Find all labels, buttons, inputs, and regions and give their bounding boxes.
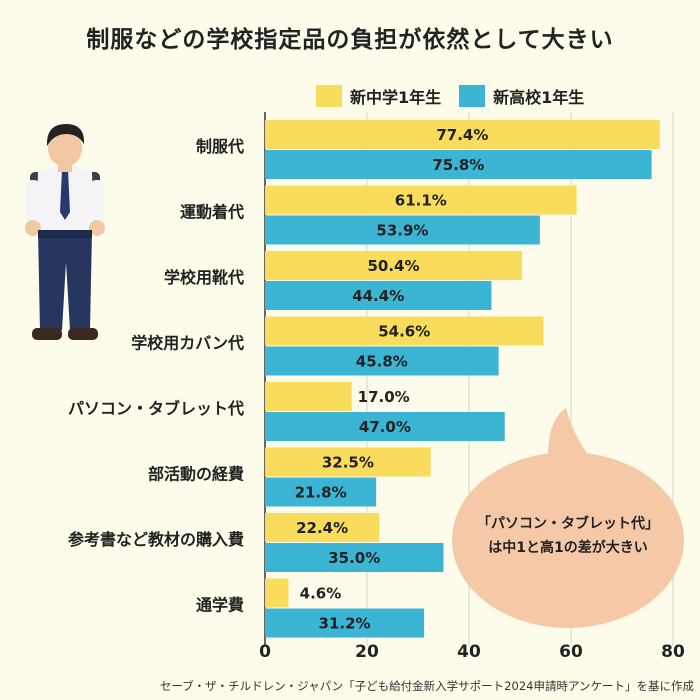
category-label: 学校用カバン代: [131, 334, 244, 353]
shoe-right: [68, 328, 98, 340]
data-label: 22.4%: [296, 519, 348, 537]
bar-junior: [265, 316, 544, 346]
data-label: 32.5%: [322, 454, 374, 472]
legend-swatch-senior: [459, 85, 486, 107]
hair: [46, 124, 85, 146]
labels: 0 20 40 60 80 制服代 77.4% 75.8% 運動着代 61.1% 53.9% 学校用靴…: [68, 126, 685, 662]
x-tick-label: 20: [355, 642, 379, 662]
x-tick-label: 80: [661, 642, 685, 662]
data-label: 31.2%: [319, 615, 371, 633]
bar-junior: [265, 382, 352, 411]
data-label: 53.9%: [376, 222, 428, 240]
bar-junior: [265, 185, 577, 215]
category-label: 学校用靴代: [164, 268, 244, 287]
bar-junior: [265, 447, 431, 477]
data-label: 47.0%: [359, 418, 411, 436]
bar-senior: [265, 281, 492, 310]
legend-item-senior: 新高校1年生: [459, 84, 584, 108]
category-label: パソコン・タブレット代: [68, 399, 244, 418]
data-label: 75.8%: [432, 156, 484, 174]
x-tick-label: 0: [259, 642, 271, 662]
legend-label-junior: 新中学1年生: [350, 88, 442, 107]
data-label: 4.6%: [300, 585, 342, 603]
bar-senior: [265, 412, 505, 441]
data-label: 45.8%: [356, 353, 408, 371]
bar-senior: [265, 608, 425, 638]
bar-senior: [265, 150, 652, 179]
callout-ellipse: [452, 452, 684, 628]
shoe-left: [32, 328, 62, 340]
pants: [38, 230, 92, 330]
legend-label-senior: 新高校1年生: [493, 88, 585, 107]
data-label: 35.0%: [328, 549, 380, 567]
data-label: 77.4%: [436, 126, 488, 144]
bar-senior: [265, 346, 499, 376]
tie: [60, 170, 70, 220]
bar-senior: [265, 215, 540, 245]
arm-left: [26, 180, 40, 226]
face: [48, 129, 82, 167]
data-label: 17.0%: [358, 388, 410, 406]
category-label: 通学費: [196, 596, 244, 615]
source-note: セーブ・ザ・チルドレン・ジャパン「子ども給付金新入学サポート2024申請時アンケ…: [159, 679, 694, 693]
bar-junior: [265, 251, 523, 280]
data-label: 44.4%: [352, 287, 404, 305]
bar-junior: [265, 120, 660, 149]
callout-bubble: 「パソコン・タブレット代」は中1と高1の差が大きい: [452, 408, 684, 628]
bar-senior: [265, 543, 444, 572]
category-label: 参考書など教材の購入費: [68, 530, 244, 549]
bar-junior: [265, 578, 289, 608]
chart-title: 制服などの学校指定品の負担が依然として大きい: [86, 27, 614, 53]
category-label: 運動着代: [180, 203, 244, 222]
arm-right: [90, 180, 104, 226]
student-illustration: [25, 124, 105, 340]
legend-item-junior: 新中学1年生: [316, 84, 441, 108]
callout-text-line: は中1と高1の差が大きい: [488, 539, 647, 556]
data-label: 50.4%: [367, 257, 419, 275]
hand-left: [25, 220, 41, 236]
x-tick-label: 40: [457, 642, 481, 662]
category-label: 部活動の経費: [148, 465, 244, 484]
bar-junior: [265, 513, 380, 542]
bar-senior: [265, 477, 377, 507]
data-label: 54.6%: [378, 323, 430, 341]
data-label: 21.8%: [295, 484, 347, 502]
bars: [265, 120, 660, 638]
category-label: 制服代: [196, 137, 244, 156]
belt: [38, 230, 92, 238]
legend-swatch-junior: [316, 85, 342, 107]
hand-right: [89, 220, 105, 236]
callout-text-line: 「パソコン・タブレット代」: [477, 515, 659, 532]
legend: 新中学1年生 新高校1年生: [316, 84, 602, 108]
x-tick-label: 60: [559, 642, 583, 662]
data-label: 61.1%: [395, 192, 447, 210]
